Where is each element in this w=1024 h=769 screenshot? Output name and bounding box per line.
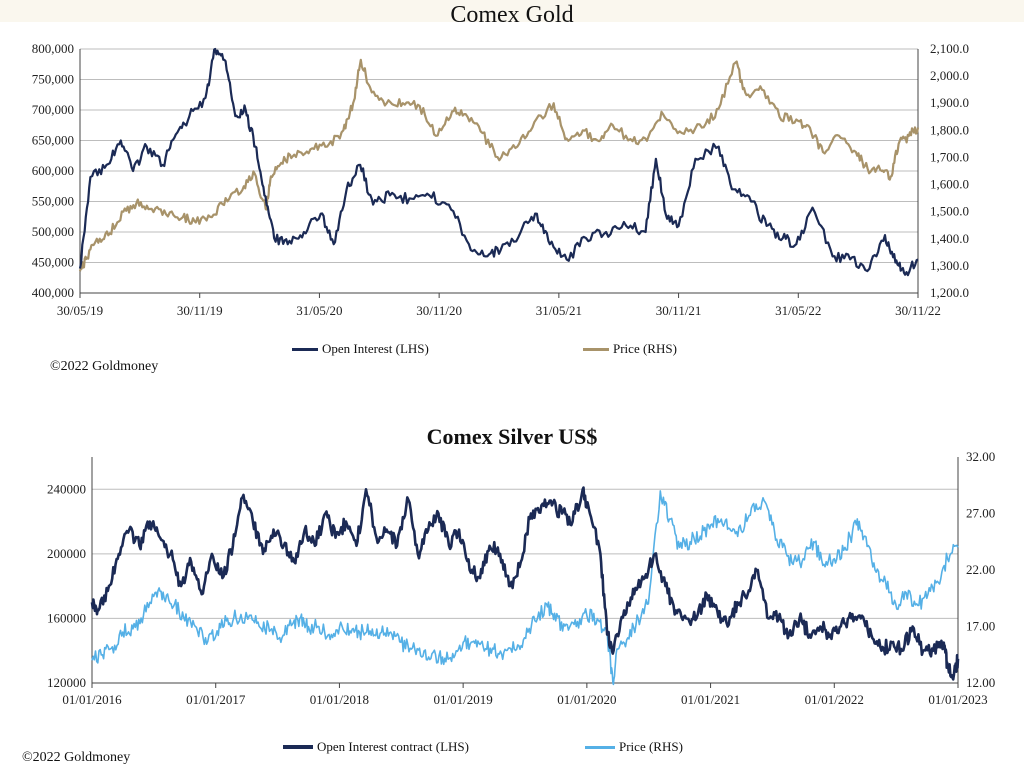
y-left-tick-label: 200000	[47, 546, 86, 561]
silver-legend-oi: Open Interest contract (LHS)	[283, 739, 469, 755]
y-right-tick-label: 32.00	[966, 449, 995, 464]
x-tick-label: 30/11/19	[177, 303, 223, 318]
gold-chart-title: Comex Gold	[450, 2, 574, 28]
x-tick-label: 30/11/22	[895, 303, 941, 318]
y-left-tick-label: 240000	[47, 481, 86, 496]
y-right-tick-label: 1,800.0	[930, 122, 969, 137]
y-left-tick-label: 450,000	[32, 255, 74, 270]
gold-series-price-line	[78, 58, 920, 272]
gold-legend-oi-swatch	[292, 347, 318, 351]
y-left-tick-label: 160000	[47, 610, 86, 625]
gold-legend-price-swatch	[583, 347, 609, 351]
x-tick-label: 31/05/20	[296, 303, 342, 318]
x-tick-label: 30/11/20	[416, 303, 462, 318]
x-tick-label: 31/05/21	[536, 303, 582, 318]
x-tick-label: 01/01/2020	[557, 692, 616, 707]
y-right-tick-label: 1,300.0	[930, 258, 969, 273]
x-tick-label: 01/01/2019	[434, 692, 493, 707]
y-right-tick-label: 2,000.0	[930, 68, 969, 83]
silver-copyright: ©2022 Goldmoney	[22, 750, 131, 765]
gold-copyright: ©2022 Goldmoney	[50, 359, 159, 374]
y-right-tick-label: 12.00	[966, 675, 995, 690]
silver-legend-oi-label: Open Interest contract (LHS)	[317, 739, 469, 754]
y-right-tick-label: 1,500.0	[930, 204, 969, 219]
y-left-tick-label: 800,000	[32, 41, 74, 56]
y-right-tick-label: 22.00	[966, 562, 995, 577]
gold-series-open-interest-line	[78, 47, 919, 277]
y-left-tick-label: 750,000	[32, 72, 74, 87]
gold-chart: 400,000 450,000 500,000 550,000 600,000 650,0…	[32, 41, 969, 318]
gold-legend-price: Price (RHS)	[583, 341, 677, 357]
y-left-tick-label: 500,000	[32, 224, 74, 239]
x-tick-label: 30/11/21	[656, 303, 702, 318]
y-right-tick-label: 2,100.0	[930, 41, 969, 56]
gold-legend-price-label: Price (RHS)	[613, 341, 677, 356]
silver-legend-price-swatch	[585, 745, 615, 749]
y-left-tick-label: 400,000	[32, 285, 74, 300]
silver-legend-price-label: Price (RHS)	[619, 739, 683, 754]
y-right-tick-label: 1,600.0	[930, 177, 969, 192]
gold-legend-oi: Open Interest (LHS)	[292, 341, 429, 357]
x-tick-label: 01/01/2023	[928, 692, 987, 707]
y-right-tick-label: 1,400.0	[930, 231, 969, 246]
y-right-tick-label: 1,200.0	[930, 285, 969, 300]
y-right-tick-label: 27.00	[966, 506, 995, 521]
x-tick-label: 01/01/2016	[62, 692, 122, 707]
silver-legend-price: Price (RHS)	[585, 739, 683, 755]
y-left-tick-label: 550,000	[32, 194, 74, 209]
y-left-tick-label: 600,000	[32, 163, 74, 178]
x-tick-label: 01/01/2021	[681, 692, 740, 707]
silver-legend-oi-swatch	[283, 745, 313, 749]
x-tick-label: 31/05/22	[775, 303, 821, 318]
y-left-tick-label: 650,000	[32, 133, 74, 148]
silver-series-open-interest-line	[90, 486, 960, 681]
y-right-tick-label: 17.00	[966, 619, 995, 634]
x-tick-label: 01/01/2022	[805, 692, 864, 707]
silver-series-price-line	[91, 490, 959, 686]
y-left-tick-label: 700,000	[32, 102, 74, 117]
x-tick-label: 01/01/2017	[186, 692, 246, 707]
y-right-tick-label: 1,900.0	[930, 95, 969, 110]
x-tick-label: 30/05/19	[57, 303, 103, 318]
x-tick-label: 01/01/2018	[310, 692, 369, 707]
gold-legend-oi-label: Open Interest (LHS)	[322, 341, 429, 356]
y-right-tick-label: 1,700.0	[930, 149, 969, 164]
y-left-tick-label: 120000	[47, 675, 86, 690]
silver-chart-title: Comex Silver US$	[426, 424, 598, 449]
top-strip	[0, 0, 1024, 22]
